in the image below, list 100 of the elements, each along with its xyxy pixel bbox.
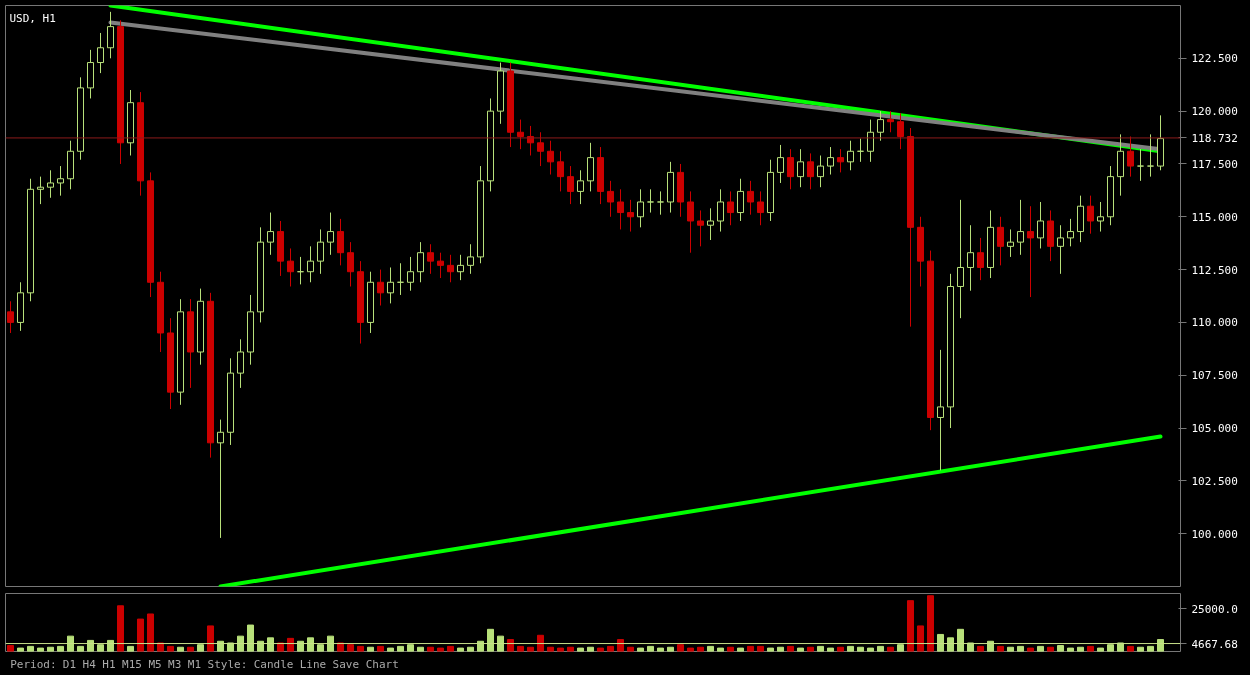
- candlestick: [1067, 218, 1074, 247]
- bar: [867, 647, 874, 652]
- bar: [517, 645, 524, 652]
- bar: [1097, 647, 1104, 652]
- bar: [27, 645, 34, 652]
- candlestick: [787, 148, 794, 190]
- bar: [1087, 645, 1094, 652]
- candlestick: [1147, 133, 1154, 178]
- candlestick: [687, 190, 694, 254]
- candlestick: [777, 144, 784, 184]
- candlestick: [287, 247, 294, 287]
- bar: [977, 645, 984, 652]
- bar: [917, 625, 924, 652]
- bar: [397, 645, 404, 652]
- candlestick: [407, 256, 414, 292]
- bar: [847, 645, 854, 652]
- bar: [1037, 645, 1044, 652]
- bar: [677, 644, 684, 652]
- candlestick: [217, 419, 224, 539]
- candlestick: [937, 349, 944, 471]
- bar: [537, 634, 544, 652]
- bar: [687, 647, 694, 652]
- y-tick-label: 115.000: [1191, 210, 1238, 224]
- bar: [167, 645, 174, 652]
- bar: [1157, 639, 1164, 652]
- candlestick: [707, 207, 714, 241]
- bar: [407, 644, 414, 652]
- bar: [607, 645, 614, 652]
- bar: [497, 635, 504, 652]
- candlestick: [267, 212, 274, 256]
- bar: [1017, 645, 1024, 652]
- bar: [117, 605, 124, 652]
- candlestick: [447, 254, 454, 283]
- text: D1: [62, 658, 77, 671]
- candlestick: [897, 112, 904, 150]
- candlestick: [1097, 201, 1104, 233]
- candlestick: [37, 176, 44, 205]
- bar: [447, 645, 454, 652]
- bar: [747, 645, 754, 652]
- candlestick: [557, 150, 564, 192]
- bar: [907, 600, 914, 652]
- candlestick: [607, 180, 614, 218]
- candlestick: [847, 140, 854, 171]
- candlestick: [647, 188, 654, 214]
- bar: [927, 595, 934, 652]
- bar: [147, 613, 154, 652]
- candlestick: [437, 252, 444, 279]
- bar: [897, 644, 904, 652]
- candlestick: [1037, 201, 1044, 249]
- candlestick: [1027, 205, 1034, 298]
- candlestick: [967, 224, 974, 292]
- ref-line-label: 4667.68: [1191, 637, 1238, 651]
- bar: [1147, 645, 1154, 652]
- ref-line-label: 118.732: [1191, 131, 1238, 145]
- bar: [267, 637, 274, 652]
- bar: [387, 647, 394, 652]
- candlestick: [587, 142, 594, 192]
- text: H4: [82, 658, 97, 671]
- bar: [957, 628, 964, 652]
- bar: [357, 645, 364, 652]
- bar: [947, 637, 954, 652]
- bar: [437, 647, 444, 652]
- bar: [7, 645, 14, 652]
- candlestick: [977, 237, 984, 281]
- text: H1: [102, 658, 116, 671]
- candlestick: [827, 146, 834, 176]
- bar: [377, 645, 384, 652]
- y-tick-label: 107.500: [1191, 369, 1238, 383]
- candlestick: [617, 188, 624, 230]
- candlestick: [377, 269, 384, 307]
- bar: [327, 635, 334, 652]
- bar: [1027, 647, 1034, 652]
- text: Candle: [253, 658, 294, 671]
- y-tick-label: 120.000: [1191, 105, 1238, 119]
- candlestick: [637, 188, 644, 228]
- candlestick: [517, 119, 524, 150]
- text: M3: [168, 658, 182, 671]
- bar: [737, 647, 744, 652]
- bar: [717, 647, 724, 652]
- candlestick: [697, 209, 704, 247]
- candlestick: [1137, 148, 1144, 182]
- candlestick: [237, 338, 244, 389]
- bar: [877, 645, 884, 652]
- candlestick: [337, 218, 344, 266]
- candlestick: [57, 165, 64, 197]
- candlestick: [957, 199, 964, 319]
- bar: [997, 645, 1004, 652]
- candlestick: [107, 11, 114, 59]
- candlestick: [1007, 228, 1014, 258]
- bar: [757, 645, 764, 652]
- bar: [457, 647, 464, 652]
- bar: [197, 644, 204, 652]
- text: Period:: [10, 658, 57, 671]
- bar: [307, 637, 314, 652]
- candlestick: [97, 32, 104, 74]
- text: Save Chart: [332, 658, 399, 671]
- candlestick: [417, 241, 424, 283]
- bar: [137, 618, 144, 652]
- candlestick: [467, 243, 474, 275]
- bar: [127, 645, 134, 652]
